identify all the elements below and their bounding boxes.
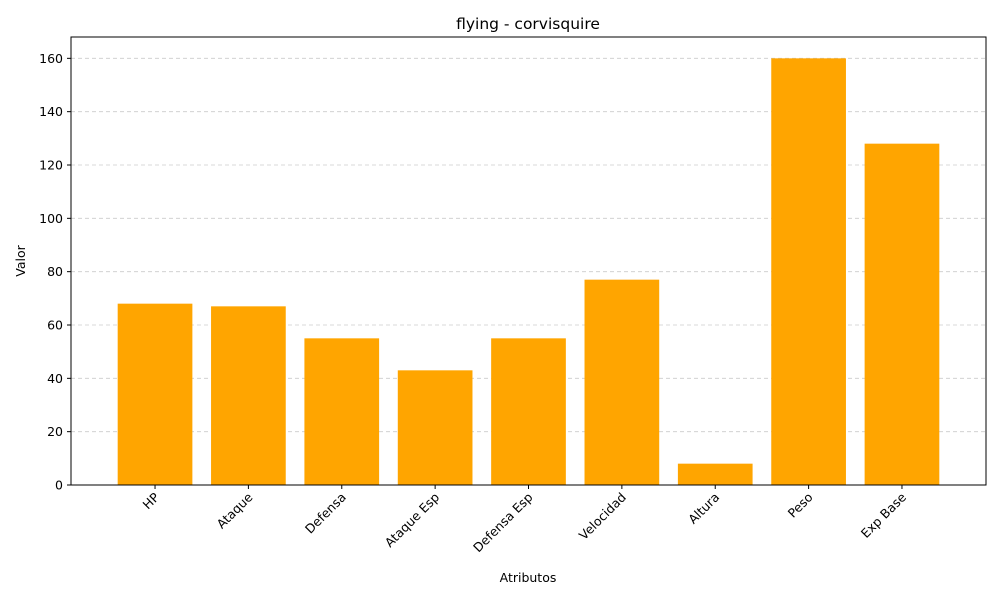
- y-tick-label: 20: [47, 424, 63, 439]
- x-tick-label: Defensa Esp: [470, 489, 536, 555]
- y-tick-label: 100: [39, 211, 63, 226]
- chart-title: flying - corvisquire: [456, 15, 600, 33]
- y-tick-label: 160: [39, 51, 63, 66]
- x-tick-label: Altura: [685, 490, 722, 527]
- bar-ataque-esp: [397, 370, 473, 485]
- bars: [117, 58, 940, 485]
- y-tick-label: 140: [39, 104, 63, 119]
- x-tick-label: HP: [140, 489, 163, 512]
- y-axis-title: Valor: [13, 244, 28, 276]
- bar-ataque: [211, 306, 286, 485]
- x-tick-label: Peso: [785, 490, 816, 521]
- y-tick-label: 120: [39, 158, 63, 173]
- y-tick-label: 0: [55, 478, 63, 493]
- bar-exp-base: [864, 143, 940, 485]
- bar-hp: [117, 303, 193, 485]
- x-tick-label: Ataque Esp: [382, 489, 443, 550]
- bar-peso: [771, 58, 846, 485]
- x-tick-label: Defensa: [302, 490, 349, 537]
- y-axis-ticks: 0 20 40 60 80 100 120 140 160: [39, 51, 71, 493]
- x-axis-title: Atributos: [500, 570, 557, 585]
- y-tick-label: 40: [47, 371, 63, 386]
- x-tick-label: Exp Base: [858, 489, 910, 541]
- bar-altura: [677, 463, 753, 485]
- x-axis-ticks: HP Ataque Defensa Ataque Esp Defensa Esp Velo…: [140, 485, 910, 555]
- x-tick-label: Velocidad: [576, 490, 629, 543]
- bar-defensa-esp: [491, 338, 566, 485]
- bar-defensa: [304, 338, 380, 485]
- y-tick-label: 80: [47, 264, 63, 279]
- x-tick-label: Ataque: [213, 489, 255, 531]
- bar-velocidad: [584, 279, 660, 485]
- y-tick-label: 60: [47, 318, 63, 333]
